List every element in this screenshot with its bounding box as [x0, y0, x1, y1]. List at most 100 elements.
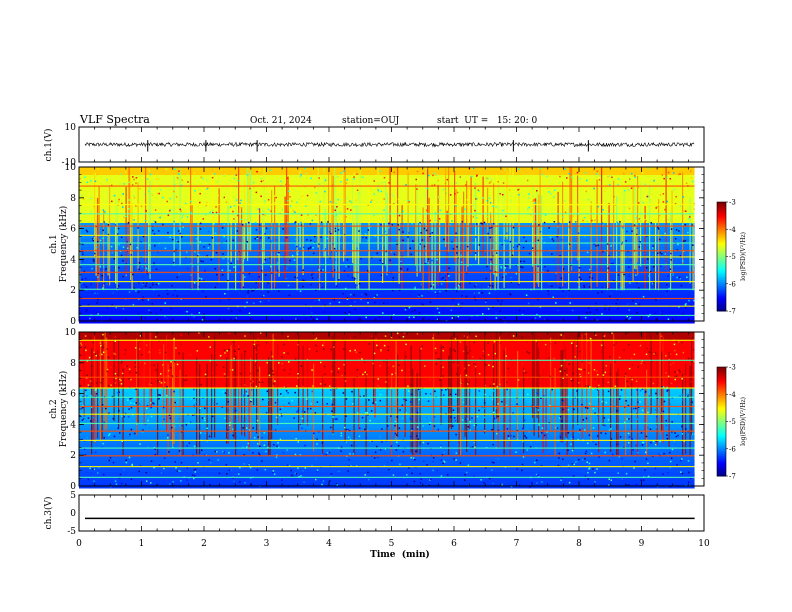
ch1-spectrogram-speckle [652, 281, 655, 284]
ch2-spectrogram-speckle [600, 432, 602, 434]
ch2-spectrogram-speckle [396, 416, 398, 418]
ch1-spectrogram-speckle [665, 294, 667, 296]
ch2-spectrogram-speckle [453, 458, 455, 460]
ch1-spectrogram-speckle [685, 303, 687, 305]
ch2-spectrogram-speckle [313, 432, 315, 435]
ch1-spectrogram-speckle [167, 214, 170, 217]
ch2-spectrogram-speckle [178, 450, 181, 452]
ch2-spectrogram-speckle [349, 350, 351, 352]
ch1-spectrogram-speckle [318, 269, 320, 271]
ch2-spectrogram-speckle [331, 365, 333, 368]
ch2-spectrogram-speckle [283, 352, 285, 354]
ch1-spectrogram-speckle [329, 200, 332, 203]
ch2-spectrogram-speckle [463, 335, 466, 337]
ch2-spectrogram-speckle [264, 468, 267, 471]
ch2-spectrogram-streak [497, 357, 499, 449]
ch2-spectrogram-speckle [646, 347, 649, 350]
ch1-spectrogram-speckle [528, 206, 530, 209]
ch1-spectrogram-speckle [635, 302, 637, 305]
ch1-spectrogram-speckle [235, 174, 238, 176]
ch1-spectrogram-colorbar-cell [717, 229, 726, 232]
ch2-spectrogram-speckle [172, 446, 174, 449]
ch1-spectrogram-speckle [608, 295, 611, 298]
ch2-spectrogram-speckle [642, 479, 645, 481]
ch1-spectrogram-streak [97, 197, 99, 291]
ch2-spectrogram-speckle [610, 479, 612, 481]
ch2-spectrogram-speckle [455, 373, 458, 375]
ch1-spectrogram-speckle [457, 303, 460, 306]
ch1-spectrogram-speckle [291, 254, 294, 257]
ch2-spectrogram-speckle [462, 350, 465, 353]
ch2-spectrogram-speckle [218, 472, 221, 475]
ch2-spectrogram-speckle [631, 357, 633, 360]
ch1-spectrogram-speckle [197, 263, 200, 265]
ch1-spectrogram-speckle [518, 243, 520, 246]
ch1-spectrogram-speckle [310, 283, 312, 286]
ch2-spectrogram-speckle [179, 470, 181, 472]
ch2-spectrogram-speckle [443, 394, 445, 396]
ch2-spectrogram-streak [581, 333, 583, 439]
ch2-spectrogram-speckle [321, 483, 323, 486]
ch1-spectrogram-speckle [504, 267, 506, 269]
ch1-spectrogram-colorbar-tick-label: -4 [729, 226, 736, 234]
ch2-spectrogram-streak [122, 368, 124, 456]
ch2-spectrogram-speckle [535, 473, 538, 476]
ch1-spectrogram-speckle [686, 276, 688, 278]
ch2-spectrogram-speckle [471, 417, 473, 419]
ch1-spectrogram-speckle [285, 277, 288, 280]
ch2-spectrogram-speckle [243, 463, 245, 465]
ch1-spectrogram-colorbar-cell [717, 301, 726, 305]
ch2-spectrogram-speckle [394, 424, 396, 427]
ch1-spectrogram-speckle [271, 239, 273, 242]
ch2-spectrogram-speckle [302, 470, 304, 472]
ch2-spectrogram-speckle [609, 356, 611, 358]
ch2-spectrogram-speckle [687, 481, 690, 483]
ch1-spectrogram-speckle [634, 176, 637, 179]
ch1-spectrogram-row [79, 275, 695, 280]
ch1-spectrogram-speckle [367, 269, 369, 272]
ch1-spectrogram-speckle [150, 311, 152, 314]
ch2-spectrogram-speckle [440, 459, 443, 462]
ch2-spectrogram-speckle [442, 462, 444, 465]
ch2-spectrogram-speckle [588, 434, 591, 436]
ch2-spectrogram-speckle [643, 362, 646, 364]
ch2-spectrogram-speckle [273, 443, 275, 446]
ch1-spectrogram-speckle [126, 241, 128, 243]
ch2-spectrogram-speckle [645, 458, 648, 460]
ch2-spectrogram-speckle [615, 342, 618, 344]
ch1-spectrogram-speckle [613, 195, 615, 198]
ch1-spectrogram-speckle [172, 238, 174, 241]
ch1-spectrogram-speckle [350, 293, 352, 296]
ch1-spectrogram-speckle [99, 265, 102, 268]
ch1-spectrogram-speckle [577, 232, 580, 234]
ch2-spectrogram-speckle [363, 361, 366, 363]
ch2-spectrogram-speckle [570, 443, 572, 446]
ch1-spectrogram-speckle [490, 218, 493, 220]
ch2-spectrogram-speckle [93, 351, 95, 354]
ch2-spectrogram-speckle [180, 343, 182, 346]
ch1-spectrogram-speckle [244, 306, 246, 308]
ch2-spectrogram-speckle [362, 373, 364, 376]
ch1-spectrogram-speckle [504, 317, 507, 319]
ch1-spectrogram-speckle [502, 182, 505, 184]
ch2-spectrogram-speckle [130, 378, 132, 381]
ch2-spectrogram-speckle [419, 445, 421, 447]
ch2-spectrogram-speckle [610, 438, 613, 440]
ch1-spectrogram-speckle [98, 236, 101, 239]
ch2-spectrogram-speckle [166, 437, 169, 439]
ch1-spectrogram-speckle [278, 251, 280, 254]
ch1-spectrogram-speckle [653, 266, 655, 268]
ch2-spectrogram-streak [244, 351, 246, 437]
ch2-spectrogram-streak [404, 351, 406, 437]
ch2-spectrogram-speckle [469, 390, 472, 392]
ch2-spectrogram-speckle [441, 389, 443, 391]
ch2-spectrogram-speckle [501, 400, 503, 403]
ch1-spectrogram-speckle [177, 241, 179, 243]
ch1-spectrogram-speckle [463, 208, 466, 211]
ch2-spectrogram-speckle [257, 443, 259, 445]
ch2-spectrogram-speckle [188, 468, 190, 470]
ch2-spectrogram-speckle [127, 416, 130, 418]
ch1-spectrogram-speckle [409, 247, 411, 249]
ch1-spectrogram-speckle [141, 283, 144, 285]
ch2-spectrogram-speckle [687, 357, 690, 360]
